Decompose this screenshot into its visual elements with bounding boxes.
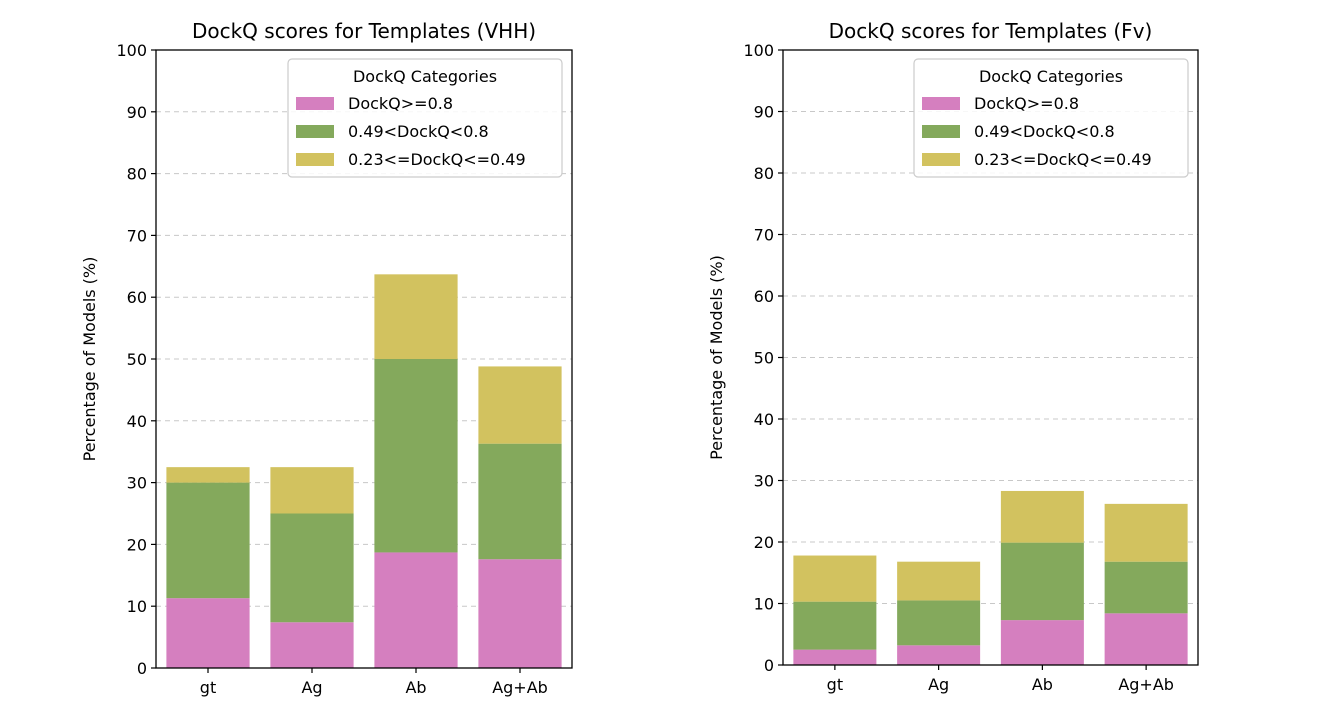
bar-ag-series-1	[270, 622, 354, 668]
legend-label: 0.49<DockQ<0.8	[974, 122, 1115, 141]
y-tick-label: 80	[127, 165, 147, 184]
bar-gt-series-3	[793, 555, 877, 602]
bar-gt-series-1	[793, 649, 877, 665]
y-axis-label: Percentage of Models (%)	[707, 255, 726, 460]
bar-ag-series-2	[897, 600, 981, 646]
x-tick-label: Ab	[405, 678, 426, 697]
x-tick-label: gt	[827, 675, 843, 694]
bar-ag-ab-series-1	[478, 559, 562, 668]
bar-ag-ab-series-2	[1104, 561, 1188, 614]
y-tick-label: 30	[127, 474, 147, 493]
y-tick-label: 20	[127, 535, 147, 554]
bar-ag-series-3	[897, 561, 981, 601]
x-tick-label: Ag+Ab	[492, 678, 548, 697]
x-tick-label: Ag+Ab	[1118, 675, 1174, 694]
bar-gt-series-1	[166, 598, 250, 668]
y-tick-label: 50	[127, 350, 147, 369]
bar-ab-series-2	[374, 359, 458, 553]
y-tick-label: 80	[754, 164, 774, 183]
legend-swatch	[296, 125, 334, 138]
legend-swatch	[922, 125, 960, 138]
y-tick-label: 60	[127, 288, 147, 307]
chart-title: DockQ scores for Templates (Fv)	[829, 19, 1153, 43]
y-tick-label: 70	[754, 226, 774, 245]
y-tick-label: 90	[754, 103, 774, 122]
x-tick-label: Ag	[301, 678, 322, 697]
chart-title: DockQ scores for Templates (VHH)	[192, 19, 536, 43]
bar-ag-series-3	[270, 467, 354, 514]
bar-ab-series-2	[1000, 542, 1084, 621]
y-tick-label: 10	[127, 597, 147, 616]
y-tick-label: 0	[137, 659, 147, 678]
chart-1: gt Ag Ab Ag+Ab 0 10 20 30 40 50 60 70 80 90 100 DockQ s…	[80, 19, 573, 697]
bar-ag-ab-series-1	[1104, 613, 1188, 665]
x-tick-label: gt	[200, 678, 216, 697]
bar-ag-ab-series-2	[478, 443, 562, 560]
y-tick-label: 40	[754, 410, 774, 429]
legend-box	[913, 58, 1189, 178]
bar-ab-series-1	[1000, 620, 1084, 665]
legend-label: DockQ>=0.8	[974, 94, 1079, 113]
legend: DockQ Categories DockQ>=0.8 0.49<DockQ<0.8…	[287, 58, 563, 178]
legend-swatch	[922, 153, 960, 166]
legend-label: 0.23<=DockQ<=0.49	[974, 150, 1152, 169]
y-tick-label: 100	[116, 41, 147, 60]
bar-ag-ab-series-3	[478, 366, 562, 444]
y-tick-label: 20	[754, 533, 774, 552]
y-tick-label: 30	[754, 472, 774, 491]
bar-ab-series-1	[374, 552, 458, 668]
y-tick-label: 100	[743, 41, 774, 60]
y-tick-label: 70	[127, 226, 147, 245]
legend-label: 0.49<DockQ<0.8	[348, 122, 489, 141]
y-tick-label: 0	[764, 656, 774, 675]
bar-ag-series-2	[270, 513, 354, 623]
chart-2: gt Ag Ab Ag+Ab 0 10 20 30 40 50 60 70 80 90 100 DockQ s…	[707, 19, 1199, 694]
bar-gt-series-2	[793, 601, 877, 650]
bar-ag-ab-series-3	[1104, 503, 1188, 562]
y-tick-label: 50	[754, 349, 774, 368]
bar-gt-series-3	[166, 467, 250, 483]
legend-title: DockQ Categories	[979, 67, 1123, 86]
bar-ag-series-1	[897, 645, 981, 665]
legend-swatch	[296, 97, 334, 110]
bar-ab-series-3	[374, 274, 458, 359]
y-tick-label: 10	[754, 595, 774, 614]
legend-label: 0.23<=DockQ<=0.49	[348, 150, 526, 169]
bar-gt-series-2	[166, 482, 250, 599]
y-tick-label: 40	[127, 412, 147, 431]
legend-swatch	[922, 97, 960, 110]
y-tick-label: 60	[754, 287, 774, 306]
legend-box	[287, 58, 563, 178]
y-tick-label: 90	[127, 103, 147, 122]
y-axis-label: Percentage of Models (%)	[80, 257, 99, 462]
legend: DockQ Categories DockQ>=0.8 0.49<DockQ<0.8…	[913, 58, 1189, 178]
x-tick-label: Ab	[1032, 675, 1053, 694]
bar-ab-series-3	[1000, 490, 1084, 543]
legend-title: DockQ Categories	[353, 67, 497, 86]
legend-swatch	[296, 153, 334, 166]
legend-label: DockQ>=0.8	[348, 94, 453, 113]
x-tick-label: Ag	[928, 675, 949, 694]
